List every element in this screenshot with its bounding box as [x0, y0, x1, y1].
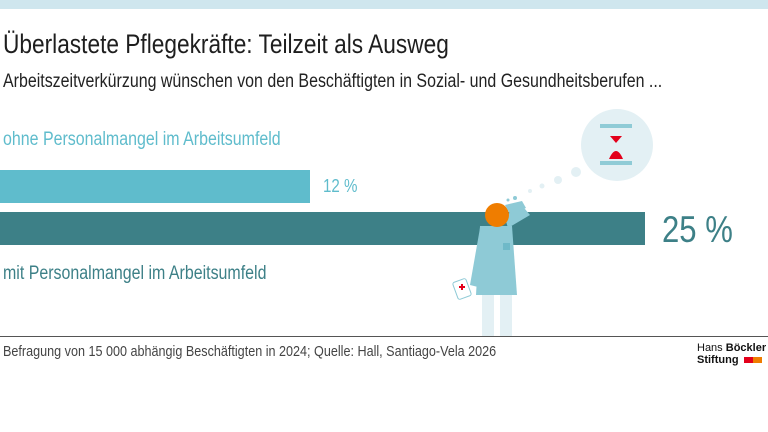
bar-ohne-personalmangel: [0, 170, 310, 203]
nurse-figure: [452, 196, 530, 337]
logo-text-stiftung: Stiftung: [697, 354, 739, 366]
value-label-1: 12 %: [323, 176, 358, 196]
hourglass-icon: [600, 124, 632, 165]
footer-rule: [0, 336, 768, 337]
category-label-2: mit Personalmangel im Arbeitsumfeld: [3, 263, 267, 284]
thought-bubble: [528, 109, 653, 193]
logo-text: Hans: [697, 342, 723, 354]
nurse-illustration: [452, 109, 653, 337]
logo-text-bold: Böckler: [725, 342, 767, 354]
source-note: Befragung von 15 000 abhängig Beschäftig…: [3, 343, 497, 360]
top-band: [0, 0, 768, 9]
bar-mit-personalmangel: [0, 212, 645, 245]
value-label-2: 25 %: [662, 209, 733, 250]
hans-boeckler-logo: Hans Böckler Stiftung: [697, 342, 766, 366]
page-title: Überlastete Pflegekräfte: Teilzeit als A…: [3, 29, 449, 59]
subtitle: Arbeitszeitverkürzung wünschen von den B…: [3, 71, 663, 92]
category-label-1: ohne Personalmangel im Arbeitsumfeld: [3, 129, 281, 150]
